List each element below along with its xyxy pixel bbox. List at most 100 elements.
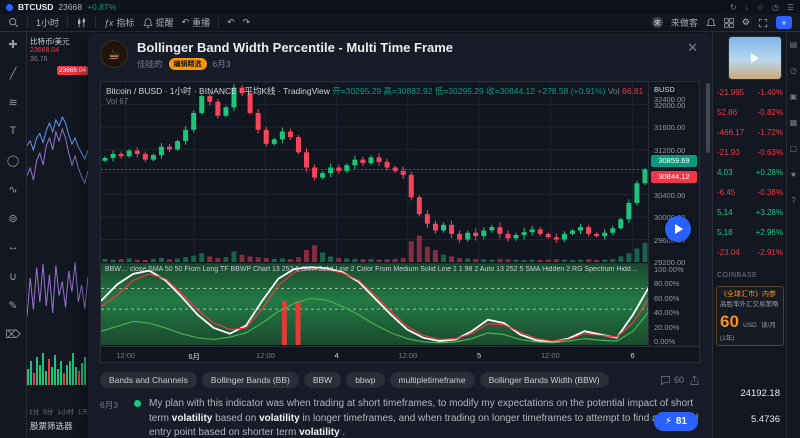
chart-style-button[interactable] — [76, 17, 87, 28]
quote-value: 5.18 — [717, 228, 733, 237]
tag-pill[interactable]: BBW — [303, 372, 342, 388]
description-fragment: My plan with this indicator was when tra… — [149, 398, 694, 424]
interval-button[interactable]: 1小时 — [36, 18, 60, 28]
mini-price-chart — [27, 115, 88, 185]
username[interactable]: 来做客 — [670, 18, 698, 28]
ideas-icon[interactable]: ★ — [789, 170, 798, 179]
replay-button[interactable]: ↶ 重播 — [181, 17, 211, 28]
quote-row[interactable]: -6.45 -0.38% — [717, 188, 783, 197]
alert-button[interactable]: 提醒 — [142, 16, 174, 29]
tool-brush-icon[interactable]: ∿ — [8, 184, 18, 196]
tool-crosshair-icon[interactable]: ✚ — [8, 39, 18, 51]
quote-row[interactable]: 5.14 +3.28% — [717, 208, 783, 217]
indicators-button[interactable]: ƒx 指标 — [104, 17, 135, 29]
video-thumbnail[interactable] — [728, 36, 782, 80]
notifications-button[interactable] — [706, 17, 716, 28]
timeframe-tabs: 1分 5分 1小时 1天 — [29, 406, 88, 416]
grid-icon — [724, 17, 734, 28]
tool-shapes-icon[interactable]: ◯ — [6, 155, 20, 167]
author-avatar[interactable]: ☕ — [100, 40, 128, 68]
time-axis[interactable]: 12:00 6月 12:00 4 12:00 5 12:00 6 — [101, 346, 701, 363]
user-avatar[interactable]: 来 — [651, 17, 663, 28]
publish-button[interactable]: + — [776, 16, 792, 29]
fullscreen-button[interactable] — [758, 18, 768, 28]
percent-axis-label: 80.00% — [654, 279, 680, 289]
quote-row[interactable]: 4.03 +0.28% — [717, 168, 783, 177]
window-icon[interactable]: ☆ — [756, 2, 764, 12]
quote-value: -23.04 — [717, 248, 740, 257]
quote-change: -1.72% — [757, 128, 783, 137]
symbol-search-button[interactable] — [8, 17, 19, 28]
search-icon — [9, 18, 19, 28]
modal-title: Bollinger Band Width Percentile - Multi … — [137, 40, 454, 55]
price-axis[interactable]: BUSD 32400.00 32000.00 31600.00 31200.00 304… — [648, 82, 699, 346]
editors-pick-badge: 编辑精选 — [168, 58, 207, 70]
share-button[interactable] — [689, 375, 700, 386]
chat-icon[interactable]: ▢ — [789, 144, 798, 153]
comments-count[interactable]: 60 — [660, 375, 684, 386]
timeframe-tab[interactable]: 1天 — [77, 409, 88, 416]
topbar-symbol[interactable]: BTCUSD — [18, 2, 54, 12]
tag-pill[interactable]: Bollinger Bands (BB) — [201, 372, 299, 388]
help-icon[interactable]: ? — [791, 196, 796, 205]
ad-card[interactable]: 《全球汇市》内参 高胜率外汇交易策略 60 USD 读/月(1年) — [716, 286, 784, 346]
tool-trendline-icon[interactable]: ╱ — [9, 68, 17, 80]
tool-magnet-icon[interactable]: ∪ — [8, 271, 18, 283]
quote-value: 52.86 — [717, 108, 738, 117]
quote-row[interactable]: 52.86 -0.82% — [717, 108, 783, 117]
tag-pill[interactable]: Bands and Channels — [100, 372, 197, 388]
quote-row[interactable]: -21.93 -0.63% — [717, 148, 783, 157]
play-icon — [751, 53, 759, 63]
screener-tab[interactable]: 股票筛选器 — [30, 421, 73, 431]
watch-symbol[interactable]: 比特币/美元 — [30, 37, 70, 46]
volume-legend: Vol 67 — [106, 97, 129, 106]
quote-row[interactable]: -23.04 -2.91% — [717, 248, 783, 257]
tag-pill[interactable]: bbwp — [346, 372, 385, 388]
modal-scrollbar[interactable] — [706, 83, 710, 153]
window-bar: BTCUSD 23668 +0.87% ↻ ↓ ☆ ◷ ☰ — [0, 0, 800, 14]
candlestick-chart — [101, 82, 649, 262]
tool-fib-icon[interactable]: ≋ — [8, 97, 18, 109]
comment-icon — [661, 375, 670, 385]
boost-button[interactable]: ⚡ 81 — [653, 412, 698, 431]
index-quote: 5.4736 — [750, 414, 780, 425]
last-price-badge: 23668.04 — [56, 66, 88, 75]
tool-text-icon[interactable]: T — [9, 125, 17, 137]
timeframe-tab[interactable]: 1小时 — [57, 409, 74, 416]
redo-button[interactable]: ↷ — [242, 17, 251, 27]
quote-row[interactable]: -21.995 -1.40% — [717, 88, 783, 97]
divider — [95, 17, 97, 28]
tool-forecast-icon[interactable]: ⊚ — [8, 213, 18, 225]
window-icon[interactable]: ↓ — [744, 2, 749, 12]
tool-measure-icon[interactable]: ↔ — [7, 241, 19, 253]
window-icon[interactable]: ↻ — [729, 2, 737, 12]
watchlist-icon[interactable]: ▤ — [789, 40, 798, 49]
tool-remove-icon[interactable]: ⌦ — [5, 329, 21, 341]
tool-draw-icon[interactable]: ✎ — [8, 300, 18, 312]
layout-button[interactable] — [724, 17, 734, 28]
author-name[interactable]: 佳娃的 — [137, 59, 163, 69]
alerts-icon[interactable]: ◷ — [790, 66, 797, 75]
quote-value: 4.03 — [717, 168, 733, 177]
settings-button[interactable]: ⚙ — [741, 17, 750, 27]
price-axis-label: 30400.00 — [654, 190, 686, 200]
timeframe-tab[interactable]: 1分 — [29, 409, 40, 416]
window-icon[interactable]: ◷ — [771, 2, 779, 12]
quote-row[interactable]: -466.17 -1.72% — [717, 128, 783, 137]
calendar-icon[interactable]: ▦ — [789, 118, 798, 127]
last-price-badge: 30844.12 — [651, 170, 697, 183]
price-axis-label: 32000.00 — [654, 100, 686, 110]
news-icon[interactable]: ▣ — [789, 92, 798, 101]
tag-pill[interactable]: Bollinger Bands Width (BBW) — [479, 372, 609, 388]
idea-chart[interactable]: Bitcoin / BUSD · 1小时 · BINANCE · 平均K线 · … — [100, 81, 701, 363]
quote-row[interactable]: 5.18 +2.96% — [717, 228, 783, 237]
window-icon[interactable]: ☰ — [786, 2, 794, 12]
go-to-latest-button[interactable] — [665, 216, 691, 242]
undo-button[interactable]: ↶ — [227, 17, 235, 27]
tag-pill[interactable]: multipletimeframe — [389, 372, 475, 388]
close-icon[interactable]: ✕ — [687, 40, 698, 55]
price-axis-label: 31600.00 — [654, 123, 686, 132]
watch-price: 23668.04 — [30, 47, 60, 54]
quote-change: -1.40% — [757, 88, 783, 97]
timeframe-tab[interactable]: 5分 — [43, 409, 54, 416]
